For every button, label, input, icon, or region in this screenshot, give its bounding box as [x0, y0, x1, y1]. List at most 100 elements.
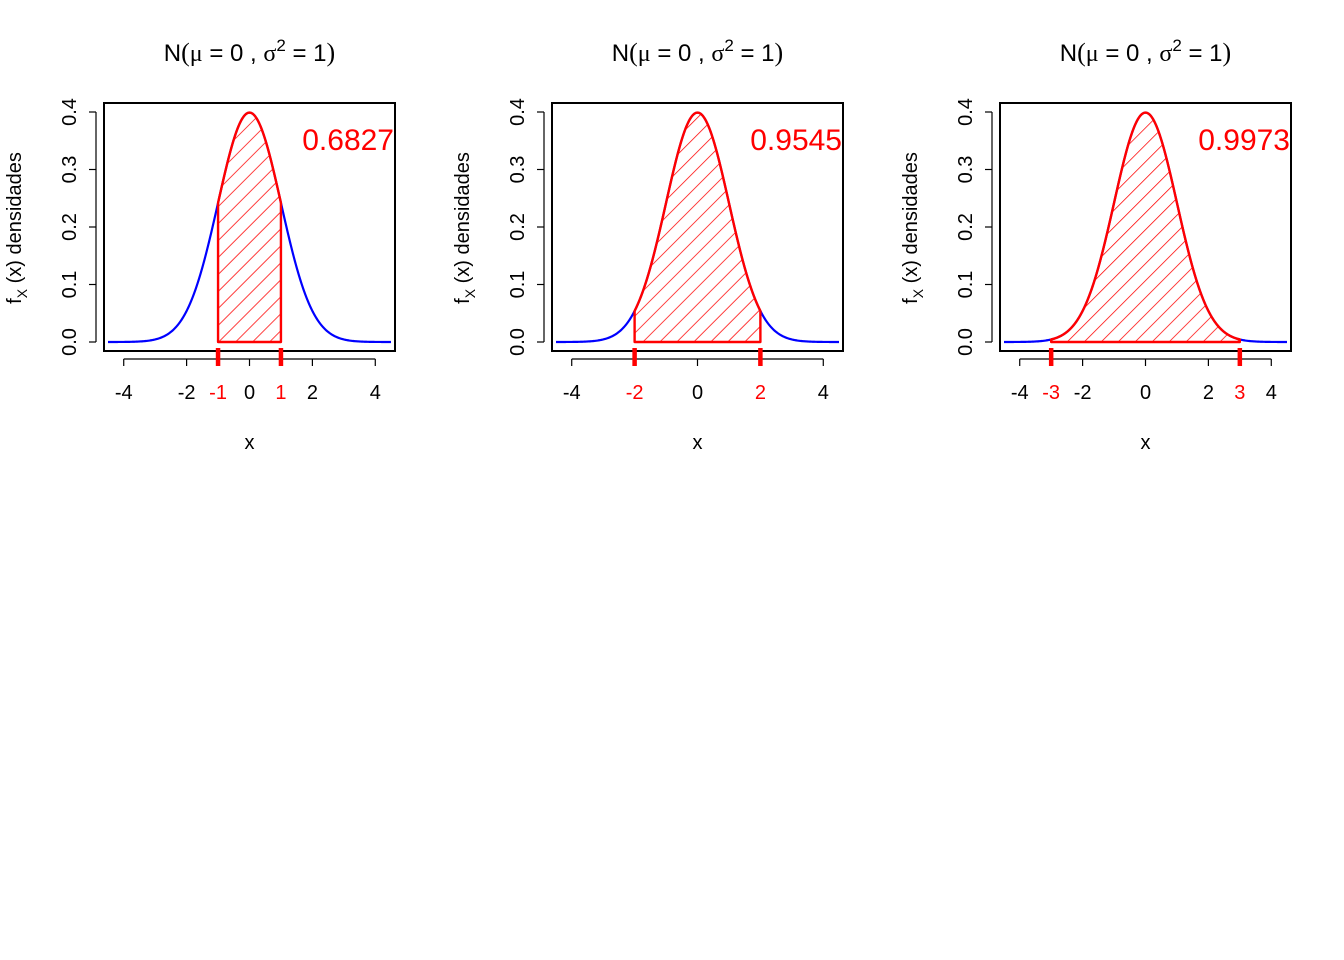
plot-box [999, 102, 1292, 352]
x-tick-label: 0 [692, 382, 703, 404]
chart-panel-1: N(μ = 0 , σ2 = 1) 0.6827 0.0 0.1 0.2 0.3 0.4 fX… [4, 36, 396, 454]
y-tick-label: 0.2 [955, 213, 977, 241]
x-tick-label: -2 [178, 382, 196, 404]
ylabel-subscript: X [14, 288, 30, 298]
x-tick-label: 0 [1140, 382, 1151, 404]
y-tick-label: 0.3 [59, 156, 81, 184]
y-tick-label: 0.0 [507, 328, 529, 356]
y-tick-label: 0.1 [59, 271, 81, 299]
title-mu-value: 0 [678, 40, 691, 67]
probability-label: 0.6827 [302, 124, 394, 157]
highlight-tick-label: 3 [1234, 382, 1245, 404]
title-sigma-value: 1 [761, 40, 774, 67]
ylabel-subscript: X [462, 288, 478, 298]
chart-title: N(μ = 0 , σ2 = 1) [164, 36, 335, 67]
y-tick-label: 0.3 [507, 156, 529, 184]
y-axis: 0.0 0.1 0.2 0.3 0.4 [59, 98, 97, 356]
title-sigma-exponent: 2 [724, 36, 733, 55]
x-axis: -4 -2 0 2 4 -1 1 [115, 348, 381, 404]
probability-label: 0.9973 [1198, 124, 1290, 157]
x-axis-label: x [693, 432, 703, 454]
ylabel-arg: (x) [452, 260, 474, 283]
y-axis-label: fX (x) densidades [4, 152, 30, 304]
y-axis-label: fX (x) densidades [900, 152, 926, 304]
ylabel-arg: (x) [900, 260, 922, 283]
y-tick-label: 0.3 [955, 156, 977, 184]
y-tick-label: 0.2 [59, 213, 81, 241]
ylabel-name: densidades [900, 152, 922, 254]
title-sigma: σ [711, 41, 724, 67]
highlight-tick-label: 1 [275, 382, 286, 404]
title-paren-open: ( [181, 38, 190, 67]
y-tick-label: 0.0 [955, 328, 977, 356]
y-tick-label: 0.1 [955, 271, 977, 299]
ylabel-arg: (x) [4, 260, 26, 283]
y-axis-label: fX (x) densidades [452, 152, 478, 304]
title-paren-close: ) [775, 38, 784, 67]
title-paren-open: ( [1077, 38, 1086, 67]
title-prefix: N [612, 40, 629, 67]
title-mu: μ [638, 41, 651, 67]
title-equals-1: = [651, 40, 678, 67]
y-tick-label: 0.1 [507, 271, 529, 299]
title-paren-open: ( [629, 38, 638, 67]
ylabel-subscript: X [910, 288, 926, 298]
y-tick-label: 0.4 [59, 98, 81, 126]
title-comma: , [1139, 40, 1159, 67]
x-tick-label: 4 [370, 382, 381, 404]
title-comma: , [243, 40, 263, 67]
title-mu: μ [1086, 41, 1099, 67]
x-tick-label: 4 [1266, 382, 1277, 404]
ylabel-name: densidades [4, 152, 26, 254]
x-axis: -4 0 4 -2 2 [563, 348, 829, 404]
y-tick-label: 0.2 [507, 213, 529, 241]
title-mu-value: 0 [230, 40, 243, 67]
title-sigma-exponent: 2 [1172, 36, 1181, 55]
x-tick-label: -4 [1011, 382, 1029, 404]
x-tick-label: 4 [818, 382, 829, 404]
shaded-area [633, 111, 762, 344]
title-sigma-value: 1 [313, 40, 326, 67]
x-axis-label: x [245, 432, 255, 454]
title-sigma-exponent: 2 [276, 36, 285, 55]
y-tick-label: 0.4 [955, 98, 977, 126]
shaded-area [1049, 111, 1242, 344]
y-axis: 0.0 0.1 0.2 0.3 0.4 [955, 98, 993, 356]
title-equals-2: = [734, 40, 761, 67]
title-sigma: σ [263, 41, 276, 67]
plot-box [103, 102, 396, 352]
probability-label: 0.9545 [750, 124, 842, 157]
x-tick-label: -2 [1074, 382, 1092, 404]
highlight-tick-label: -2 [626, 382, 644, 404]
title-equals-1: = [1099, 40, 1126, 67]
title-mu-value: 0 [1126, 40, 1139, 67]
ylabel-f: f [4, 298, 26, 304]
title-comma: , [691, 40, 711, 67]
ylabel-name: densidades [452, 152, 474, 254]
x-tick-label: 2 [307, 382, 318, 404]
title-sigma: σ [1159, 41, 1172, 67]
x-tick-label: 2 [1203, 382, 1214, 404]
title-paren-close: ) [1223, 38, 1232, 67]
x-tick-label: -4 [115, 382, 133, 404]
shaded-area [216, 111, 283, 344]
y-axis: 0.0 0.1 0.2 0.3 0.4 [507, 98, 545, 356]
title-equals-1: = [203, 40, 230, 67]
title-equals-2: = [1182, 40, 1209, 67]
highlight-tick-label: -3 [1042, 382, 1060, 404]
x-axis-label: x [1141, 432, 1151, 454]
title-equals-2: = [286, 40, 313, 67]
title-sigma-value: 1 [1209, 40, 1222, 67]
title-mu: μ [190, 41, 203, 67]
chart-panel-2: N(μ = 0 , σ2 = 1)0.95450.00.10.20.30.4fX… [452, 36, 844, 454]
highlight-tick-label: 2 [755, 382, 766, 404]
x-axis: -4 -2 0 2 4 -3 3 [1011, 348, 1277, 404]
y-tick-label: 0.0 [59, 328, 81, 356]
ylabel-f: f [900, 298, 922, 304]
x-tick-label: -4 [563, 382, 581, 404]
chart-panel-3: N(μ = 0 , σ2 = 1)0.99730.00.10.20.30.4fX… [900, 36, 1292, 454]
title-paren-close: ) [327, 38, 336, 67]
title-prefix: N [1060, 40, 1077, 67]
x-tick-label: 0 [244, 382, 255, 404]
